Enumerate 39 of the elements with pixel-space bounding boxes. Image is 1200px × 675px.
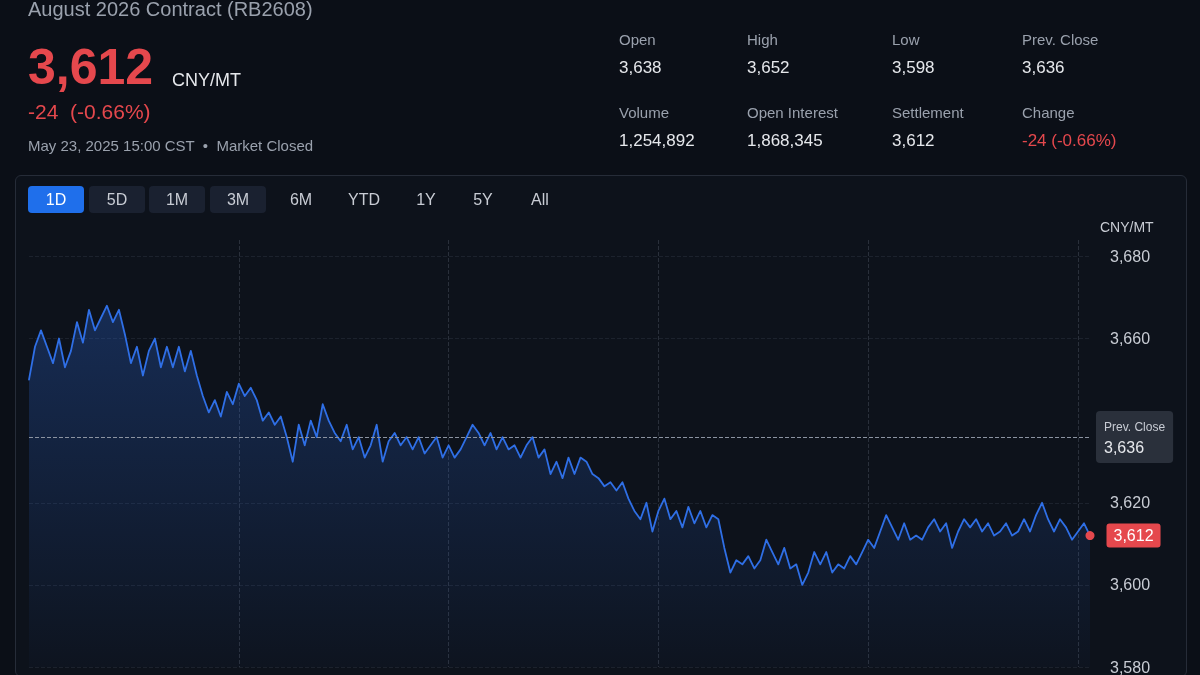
text: 1Y bbox=[415, 190, 437, 210]
y-tick-label: 3,680 bbox=[1110, 247, 1151, 265]
text: Open bbox=[619, 31, 656, 48]
text: All bbox=[530, 190, 550, 210]
text: 5Y bbox=[472, 190, 494, 210]
text: 1D bbox=[28, 186, 84, 213]
text: 3,612 bbox=[1113, 527, 1154, 545]
y-tick-label: 3,660 bbox=[1110, 330, 1151, 348]
text: 3,612 bbox=[28, 38, 154, 96]
text: May 23, 2025 15:00 CST • Market Closed bbox=[28, 137, 314, 154]
text: 3,612 bbox=[892, 131, 935, 151]
text: 6M bbox=[288, 190, 314, 210]
text: 1,254,892 bbox=[619, 131, 695, 151]
ref-line-label: Prev. Close bbox=[1104, 420, 1166, 435]
text: Prev. Close bbox=[1022, 31, 1099, 48]
text: 3,636 bbox=[1104, 438, 1145, 456]
text: High bbox=[747, 31, 778, 48]
text: Settlement bbox=[892, 104, 964, 121]
text: CNY/MT bbox=[172, 70, 241, 91]
chart-title: August 2026 Contract (RB2608) bbox=[28, 0, 313, 21]
text: YTD bbox=[347, 190, 381, 210]
text: -24 (-0.66%) bbox=[1022, 131, 1117, 151]
text: 3,636 bbox=[1022, 58, 1065, 77]
text: Change bbox=[1022, 104, 1075, 121]
y-tick-label: 3,580 bbox=[1110, 658, 1151, 675]
text: 1,868,345 bbox=[747, 131, 823, 151]
text: 3,652 bbox=[747, 58, 790, 78]
text: 3,598 bbox=[892, 58, 935, 78]
y-tick-label: 3,620 bbox=[1110, 494, 1151, 512]
text: Volume bbox=[619, 104, 670, 121]
text: Open Interest bbox=[747, 104, 838, 121]
text: 5D bbox=[89, 186, 145, 213]
y-axis-title: CNY/MT bbox=[1100, 219, 1155, 235]
text: -24 (-0.66%) bbox=[28, 100, 151, 124]
text: 1M bbox=[149, 186, 205, 213]
text: 3M bbox=[210, 186, 266, 213]
text: 3,638 bbox=[619, 58, 662, 78]
y-tick-label: 3,600 bbox=[1110, 576, 1151, 594]
text: Low bbox=[892, 31, 920, 48]
